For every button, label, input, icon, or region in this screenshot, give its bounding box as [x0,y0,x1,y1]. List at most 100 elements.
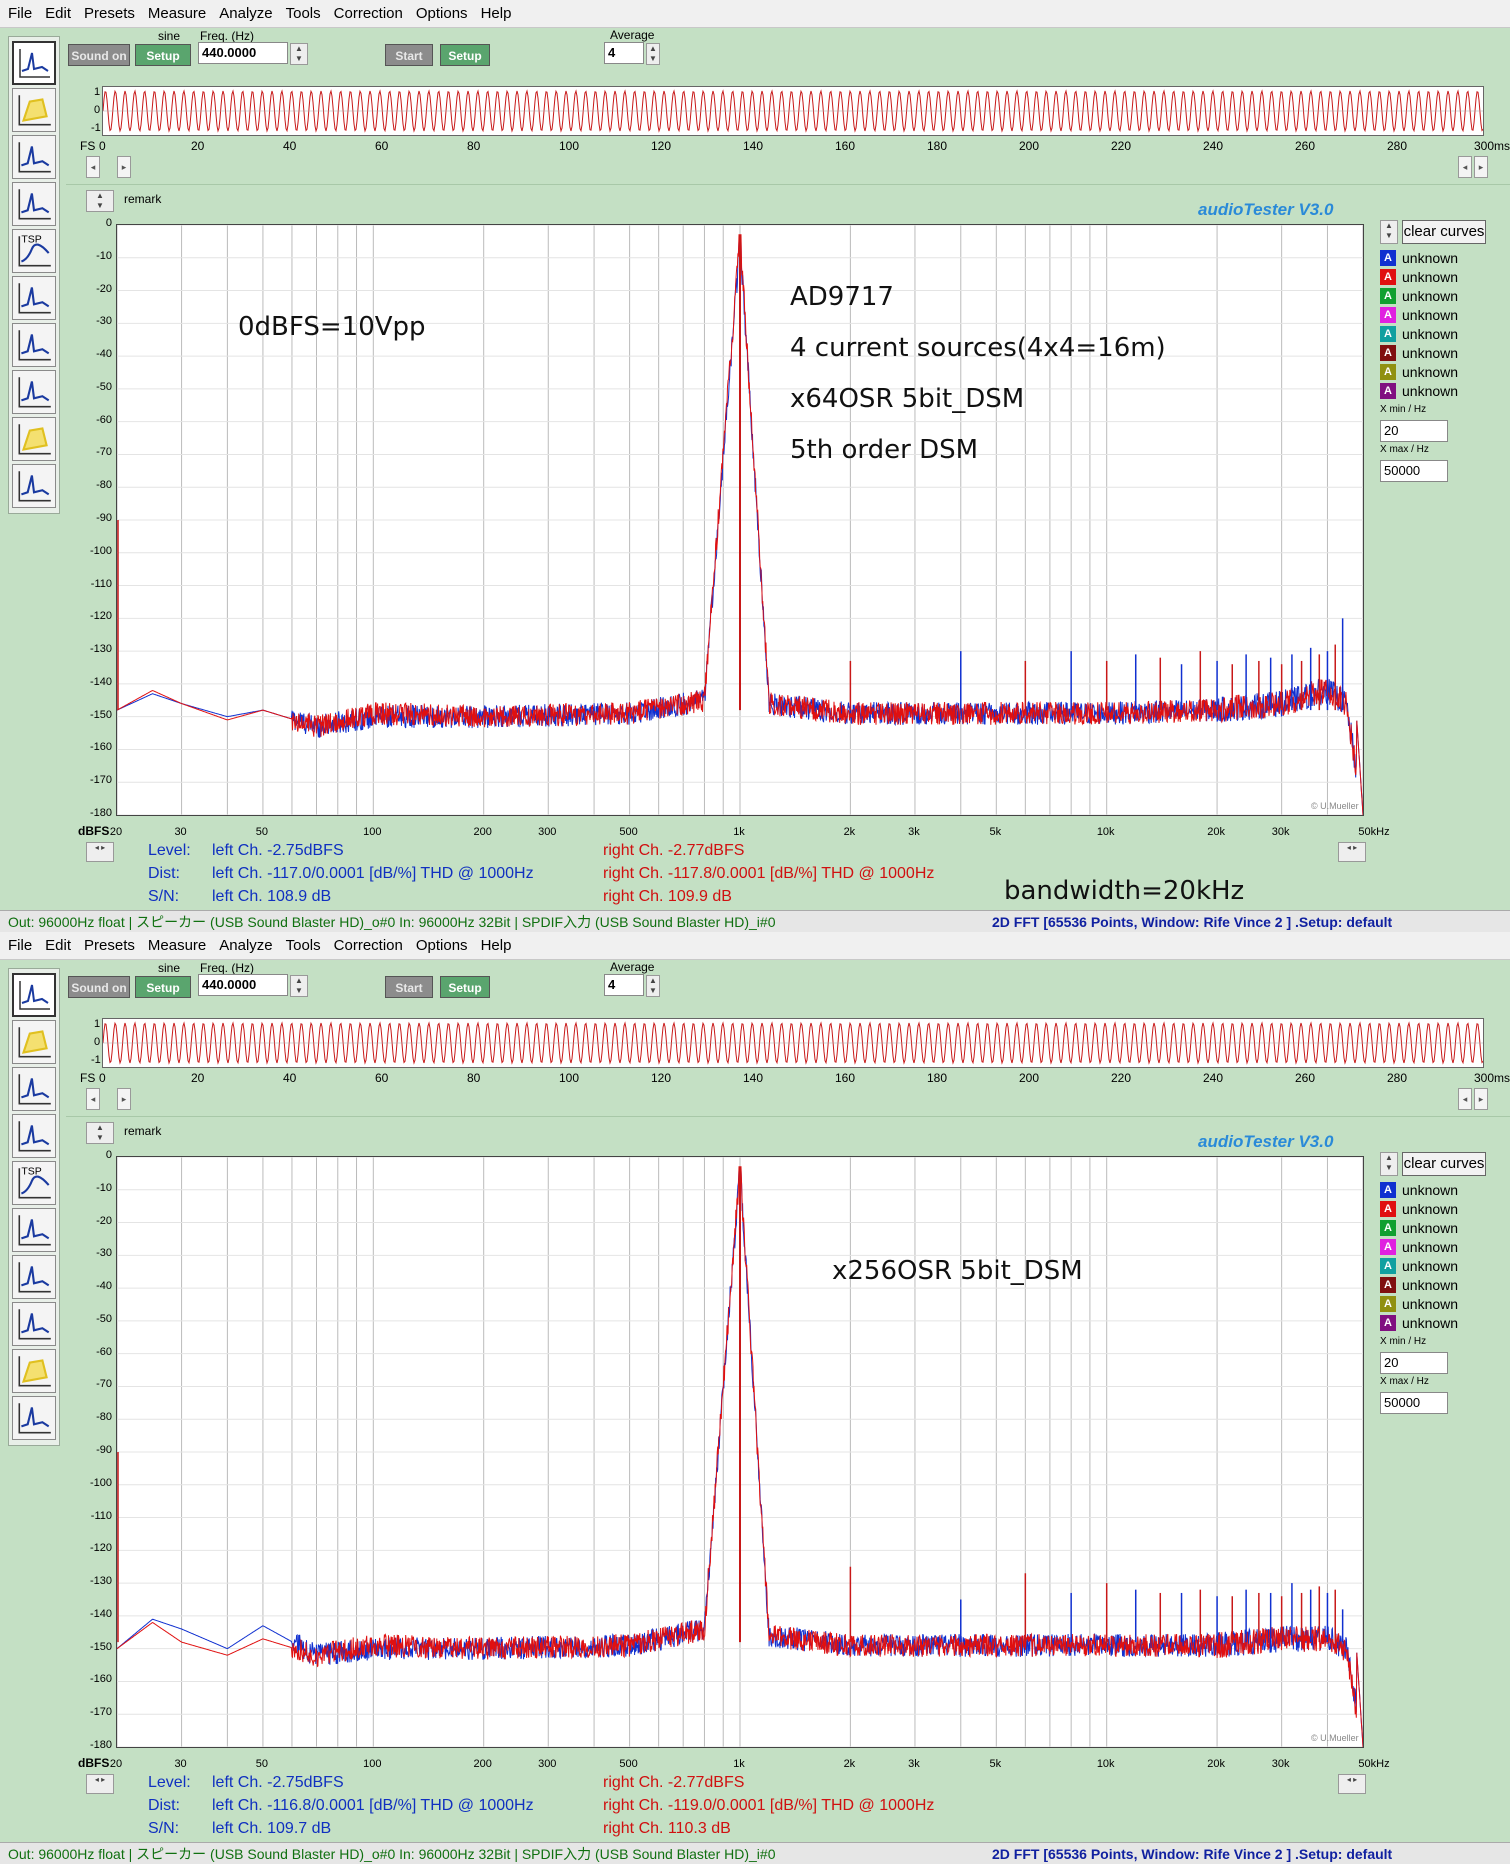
menu-options[interactable]: Options [415,5,468,22]
frequency-stepper[interactable]: ▲ ▼ [290,975,308,997]
scope-x-tick-label: 280 [1387,139,1408,153]
stats-stepper-left[interactable]: ◂ ▸ [86,842,114,862]
frequency-stepper[interactable]: ▲ ▼ [290,43,308,65]
clear-curves-button[interactable]: clear curves [1402,1152,1486,1176]
stats-stepper-right[interactable]: ◂ ▸ [1338,842,1366,862]
scope-zoom-right[interactable]: ▸ [1474,156,1488,178]
menu-file[interactable]: File [8,5,33,22]
xmax-input[interactable]: 50000 [1380,1392,1448,1414]
menu-presets[interactable]: Presets [84,937,135,954]
curve-badge-icon: A [1380,1181,1396,1198]
spec-tool-icon[interactable] [12,182,56,226]
scope-tool-icon[interactable] [12,135,56,179]
average-stepper[interactable]: ▲ ▼ [646,43,660,65]
xmin-input[interactable]: 20 [1380,420,1448,442]
fft-plot[interactable]: © U.Mueller [116,224,1364,816]
generator-setup-button[interactable]: Setup [135,44,191,66]
start-button[interactable]: Start [385,44,433,66]
average-input[interactable]: 4 [604,974,644,996]
menu-analyze[interactable]: Analyze [219,5,273,22]
remark-stepper[interactable]: ▲ ▼ [86,1122,114,1144]
remark-stepper[interactable]: ▲ ▼ [86,190,114,212]
average-input[interactable]: 4 [604,42,644,64]
thd-tool-icon[interactable] [12,1208,56,1252]
scope-scroll-left[interactable]: ◂ [86,156,100,178]
xy-tool-icon[interactable] [12,88,56,132]
x-tick-label: 5k [989,826,1002,838]
step-tool-icon[interactable] [12,1396,56,1440]
scope-zoom-right[interactable]: ▸ [1474,1088,1488,1110]
stats-stepper-right[interactable]: ◂ ▸ [1338,1774,1366,1794]
tsp-tool-icon[interactable]: TSP [12,229,56,273]
fft-tool-icon[interactable] [12,973,56,1017]
start-button[interactable]: Start [385,976,433,998]
menu-measure[interactable]: Measure [147,5,207,22]
legend-item-label: unknown [1402,1257,1459,1274]
xmax-input[interactable]: 50000 [1380,460,1448,482]
scope-tool-icon[interactable] [12,1067,56,1111]
clear-curves-button[interactable]: clear curves [1402,220,1486,244]
sound-on-button[interactable]: Sound on [68,44,130,66]
menu-measure[interactable]: Measure [147,937,207,954]
menu-options[interactable]: Options [415,937,468,954]
menu-help[interactable]: Help [480,937,512,954]
frequency-input[interactable]: 440.0000 [198,974,288,996]
menu-help[interactable]: Help [480,5,512,22]
analyzer-setup-button[interactable]: Setup [440,976,490,998]
average-stepper[interactable]: ▲ ▼ [646,975,660,997]
scope-scroll-right[interactable]: ▸ [117,1088,131,1110]
thd-tool-icon[interactable] [12,276,56,320]
menu-correction[interactable]: Correction [333,937,403,954]
scope-zoom-left[interactable]: ◂ [1458,156,1472,178]
spec-tool-icon[interactable] [12,1114,56,1158]
sound-on-button[interactable]: Sound on [68,976,130,998]
tsp-tool-icon[interactable]: TSP [12,1161,56,1205]
toolbar: Sound on sine Setup Freq. (Hz) 440.0000 … [0,960,1510,1004]
scope-zoom-left[interactable]: ◂ [1458,1088,1472,1110]
legend-stepper[interactable]: ▲ ▼ [1380,220,1398,244]
menu-presets[interactable]: Presets [84,5,135,22]
xy-tool-icon[interactable] [12,1020,56,1064]
filt-tool-icon[interactable] [12,370,56,414]
xmin-input[interactable]: 20 [1380,1352,1448,1374]
analyzer-setup-button[interactable]: Setup [440,44,490,66]
menu-edit[interactable]: Edit [45,937,72,954]
menu-tools[interactable]: Tools [285,937,321,954]
sweep-tool-icon[interactable] [12,417,56,461]
fft-plot[interactable]: © U.Mueller [116,1156,1364,1748]
stats-stepper-left[interactable]: ◂ ▸ [86,1774,114,1794]
scope-scroll-right[interactable]: ▸ [117,156,131,178]
scope-scroll-left[interactable]: ◂ [86,1088,100,1110]
step-tool-icon[interactable] [12,464,56,508]
menu-edit[interactable]: Edit [45,5,72,22]
imp-tool-icon[interactable] [12,1255,56,1299]
generator-setup-button[interactable]: Setup [135,976,191,998]
legend-stepper[interactable]: ▲ ▼ [1380,1152,1398,1176]
filt-tool-icon[interactable] [12,1302,56,1346]
menu-file[interactable]: File [8,937,33,954]
menu-analyze[interactable]: Analyze [219,937,273,954]
menu-tools[interactable]: Tools [285,5,321,22]
menu-correction[interactable]: Correction [333,5,403,22]
fft-tool-icon[interactable] [12,41,56,85]
frequency-input[interactable]: 440.0000 [198,42,288,64]
sweep-tool-icon[interactable] [12,1349,56,1393]
y-tick-label: -150 [89,708,112,721]
imp-tool-icon[interactable] [12,323,56,367]
